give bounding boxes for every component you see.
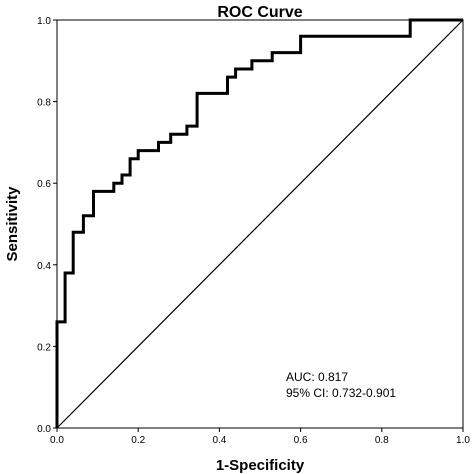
x-tick-label: 0.8 [375,435,389,446]
y-tick-label: 0.2 [37,342,51,353]
x-tick-label: 1.0 [456,435,470,446]
auc-annotation: AUC: 0.817 [286,370,348,384]
y-tick-label: 0.6 [37,179,51,190]
plot-frame [56,19,464,429]
chart-title: ROC Curve [217,4,302,21]
roc-curve-line [55,18,463,428]
y-tick-label: 1.0 [37,16,51,27]
plot-area [55,18,464,429]
x-tick-label: 0.0 [50,435,64,446]
y-tick-label: 0.8 [37,98,51,109]
y-axis: 0.0 0.2 0.4 0.6 0.8 1.0 [37,16,57,435]
x-tick-label: 0.6 [294,435,308,446]
x-tick-label: 0.4 [212,435,226,446]
y-axis-label: Sensitivity [4,186,21,262]
y-tick-label: 0.0 [37,424,51,435]
reference-diagonal-line [56,19,464,429]
x-tick-label: 0.2 [131,435,145,446]
y-tick-label: 0.4 [37,261,51,272]
ci-annotation: 95% CI: 0.732-0.901 [286,386,396,400]
x-axis: 0.0 0.2 0.4 0.6 0.8 1.0 [50,428,470,446]
x-axis-label: 1-Specificity [216,457,305,474]
